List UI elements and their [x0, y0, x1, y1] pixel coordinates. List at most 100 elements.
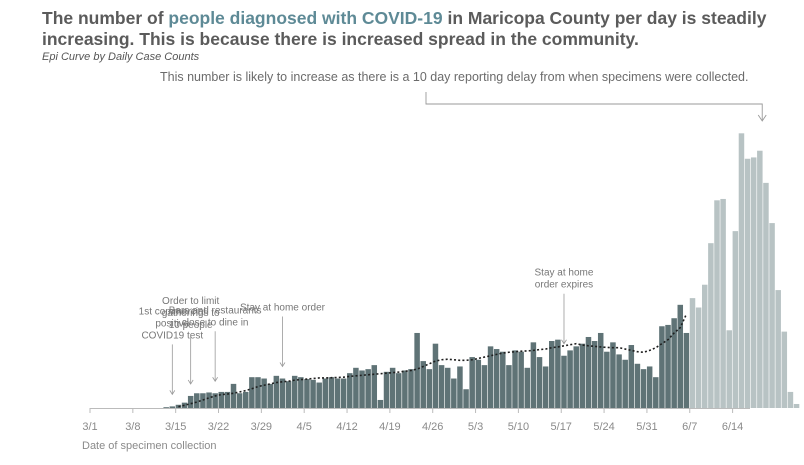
bar [347, 373, 353, 408]
bar [475, 359, 482, 408]
x-tick-label: 4/26 [422, 421, 443, 433]
bar [555, 339, 561, 408]
bar [396, 373, 402, 408]
bar [689, 298, 696, 408]
bar [493, 349, 500, 408]
bar [653, 377, 659, 408]
bar [316, 382, 322, 408]
delay-note-connector [425, 92, 763, 120]
annotation-arrowhead [169, 390, 176, 396]
bar [487, 346, 494, 408]
x-tick-label: 5/3 [468, 421, 483, 433]
bar [426, 369, 433, 408]
bar [169, 406, 176, 408]
bar [249, 377, 255, 408]
bar [616, 354, 622, 408]
headline-pre: The number of [42, 8, 169, 28]
annotation-label: positive [155, 318, 189, 329]
annotation-arrowhead [561, 339, 567, 345]
annotation-label: Order to limit [162, 296, 219, 307]
bar [255, 377, 261, 408]
x-tick-label: 5/17 [551, 421, 572, 433]
annotation-arrowhead [212, 377, 218, 383]
bar [665, 324, 671, 408]
bar [340, 378, 347, 408]
bar [683, 332, 690, 408]
annotation-label: 1st commercial [139, 306, 206, 317]
headline-highlight: people diagnosed with COVID-19 [168, 8, 443, 28]
annotation-label: Bars and restaurants [169, 305, 262, 316]
bar [402, 370, 408, 408]
bar [542, 366, 549, 408]
bar [506, 365, 512, 408]
x-tick-label: 5/24 [593, 421, 614, 433]
bar [236, 393, 243, 408]
annotation-label: order expires [535, 280, 593, 291]
bar [793, 403, 800, 408]
bar [775, 290, 781, 408]
bar [530, 342, 537, 408]
bar [646, 366, 653, 408]
bar [408, 369, 414, 408]
reporting-delay-note: This number is likely to increase as the… [160, 70, 749, 84]
bar [298, 377, 304, 408]
bar [200, 393, 206, 408]
bar [438, 365, 445, 408]
bar [750, 157, 757, 408]
bar [365, 369, 371, 408]
chart-headline: The number of people diagnosed with COVI… [42, 8, 792, 50]
bar [579, 343, 586, 408]
bar [561, 355, 567, 408]
bar [500, 351, 506, 408]
bar [181, 402, 188, 408]
bar [549, 341, 555, 408]
bar [194, 393, 200, 408]
bar [212, 393, 218, 408]
x-tick-label: 5/10 [508, 421, 529, 433]
bar [206, 392, 212, 408]
bar [273, 375, 280, 408]
bar [708, 243, 714, 408]
bar [738, 133, 745, 409]
bar [457, 366, 463, 408]
bar [230, 383, 237, 408]
annotation-label: gatherings to [162, 308, 220, 319]
bar [628, 345, 635, 408]
annotation-label: 10 people [169, 320, 213, 331]
annotation-arrowhead [279, 362, 286, 368]
bar [744, 158, 751, 408]
bar [451, 378, 457, 408]
bar [567, 350, 573, 408]
bar [389, 367, 396, 408]
bar [585, 336, 592, 408]
bar [261, 378, 267, 408]
bar [285, 381, 292, 408]
bar [610, 342, 616, 408]
bar [383, 371, 390, 408]
x-tick-label: 3/22 [208, 421, 229, 433]
annotation-label: COVID19 test [141, 330, 203, 341]
bar [634, 363, 641, 408]
bar [769, 223, 775, 408]
x-tick-label: 3/15 [165, 421, 186, 433]
bar [597, 332, 604, 408]
bar [187, 395, 194, 408]
bar [732, 231, 739, 408]
bar [353, 367, 359, 408]
x-tick-label: 6/14 [722, 421, 743, 433]
x-axis-title: Date of specimen collection [82, 440, 217, 452]
bar [432, 343, 439, 408]
bar [714, 200, 720, 408]
bar [702, 284, 708, 408]
bar [304, 379, 310, 408]
annotation-label: Stay at home [535, 268, 594, 279]
bar [420, 361, 426, 408]
x-tick-label: 6/7 [682, 421, 697, 433]
annotation-arrowhead [187, 379, 194, 385]
x-tick-label: 3/1 [82, 421, 97, 433]
bar [720, 198, 726, 408]
bar [243, 391, 249, 408]
bar [512, 350, 518, 408]
bar [757, 150, 763, 408]
